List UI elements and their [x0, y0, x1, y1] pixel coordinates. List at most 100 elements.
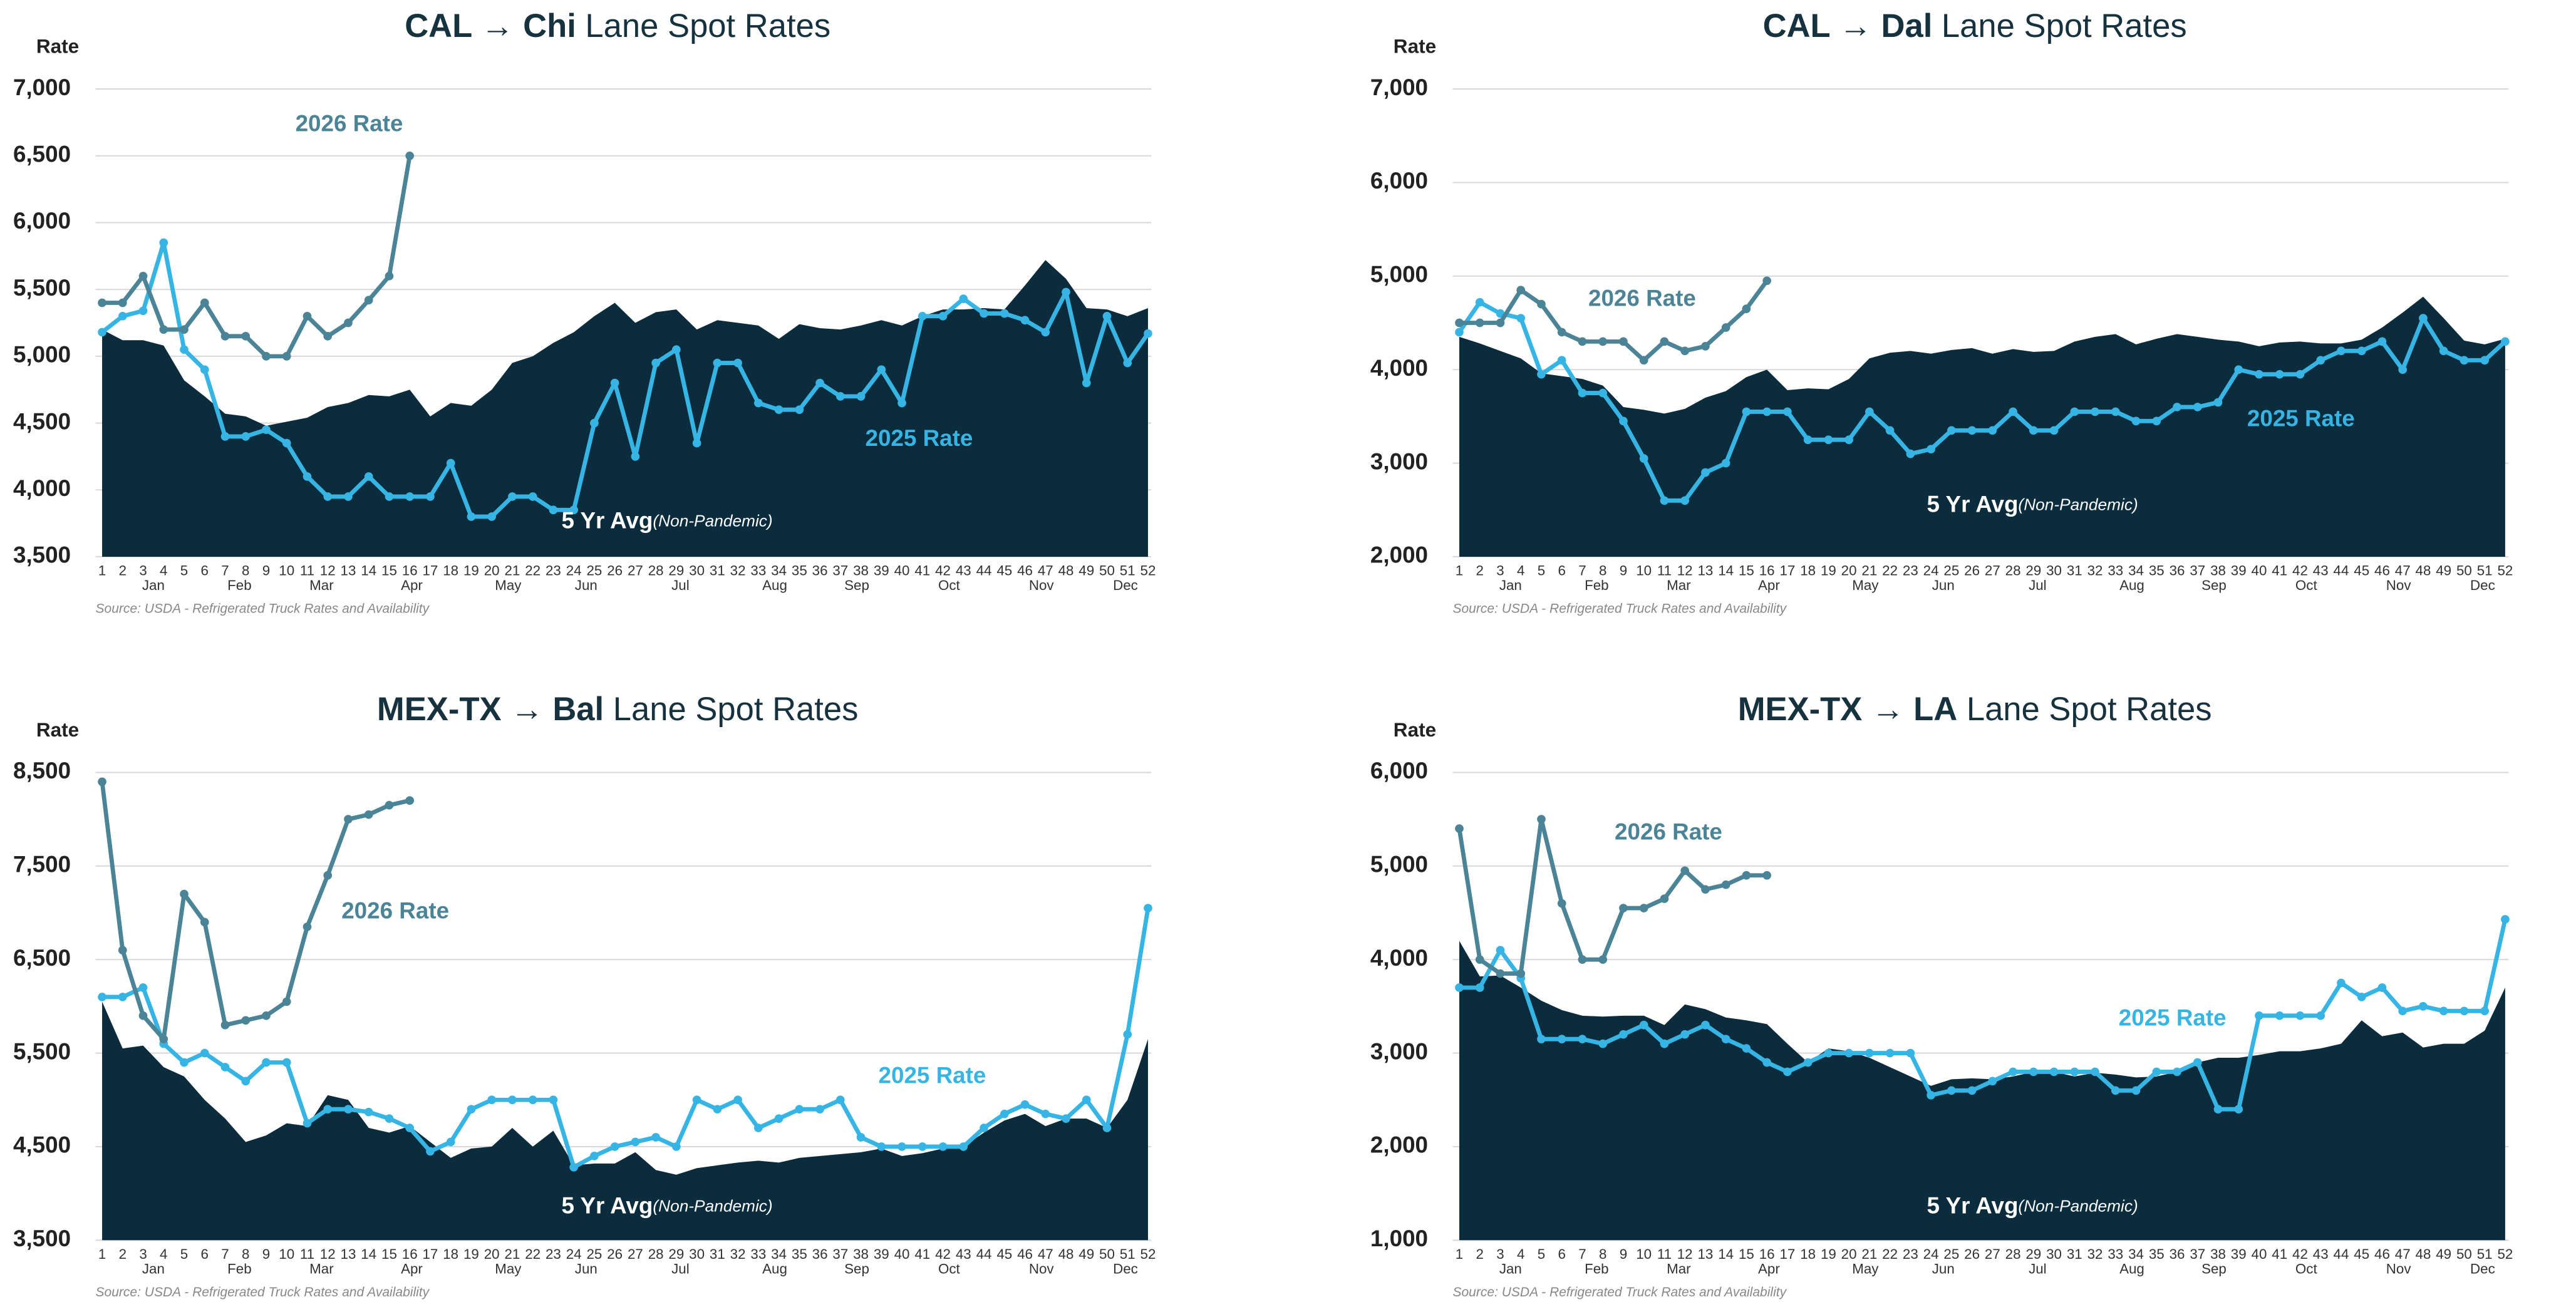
x-tick-label: 44 [2334, 563, 2349, 579]
point [1578, 955, 1587, 964]
month-label: Oct [938, 1261, 961, 1277]
point [1639, 1020, 1648, 1030]
series-label: 2025 Rate [879, 1063, 986, 1088]
point [446, 458, 455, 468]
x-tick-label: 51 [2477, 1246, 2493, 1262]
point [631, 1137, 640, 1147]
x-tick-label: 20 [484, 563, 500, 579]
x-tick-label: 10 [1636, 1246, 1652, 1262]
point [1557, 1035, 1566, 1043]
x-tick-label: 43 [956, 563, 971, 579]
x-tick-label: 11 [300, 1246, 314, 1262]
x-tick-label: 17 [1779, 563, 1795, 579]
point [1742, 1044, 1751, 1053]
x-tick-label: 13 [1697, 563, 1713, 579]
x-tick-label: 38 [2210, 1246, 2226, 1262]
point [1144, 329, 1152, 338]
x-tick-label: 19 [463, 563, 479, 579]
point [1041, 328, 1050, 337]
x-tick-label: 45 [2354, 563, 2369, 579]
x-tick-label: 8 [1599, 1246, 1606, 1262]
point [2091, 407, 2099, 416]
x-tick-label: 3 [1496, 1246, 1504, 1262]
y-tick-label: 5,000 [1370, 262, 1428, 287]
x-tick-label: 48 [1058, 563, 1074, 579]
x-tick-label: 27 [1985, 563, 2000, 579]
x-tick-label: 39 [2231, 563, 2247, 579]
point [1906, 449, 1915, 458]
point [364, 472, 373, 481]
point [2439, 1006, 2448, 1016]
point [733, 358, 742, 368]
x-tick-label: 7 [1578, 563, 1586, 579]
x-tick-label: 26 [1964, 563, 1980, 579]
x-tick-label: 21 [1861, 1246, 1877, 1262]
x-tick-label: 21 [504, 563, 520, 579]
x-tick-label: 29 [668, 563, 684, 579]
x-tick-label: 47 [2395, 1246, 2411, 1262]
x-tick-label: 14 [361, 1246, 376, 1262]
point [98, 328, 106, 337]
point [1927, 445, 1935, 454]
x-tick-label: 39 [874, 1246, 889, 1262]
x-tick-label: 28 [2005, 563, 2021, 579]
point [1062, 1114, 1070, 1123]
x-tick-label: 36 [812, 563, 828, 579]
avg-name: 5 Yr Avg [561, 1192, 653, 1218]
point [651, 1133, 660, 1142]
x-tick-label: 34 [2128, 1246, 2144, 1262]
point [1496, 318, 1505, 328]
point [2316, 356, 2325, 365]
y-tick-label: 1,000 [1370, 1226, 1428, 1251]
x-tick-label: 19 [1821, 563, 1836, 579]
point [1680, 1030, 1690, 1039]
month-label: Aug [762, 577, 787, 593]
title-bold: MEX-TX → LA [1738, 691, 1958, 728]
x-tick-label: 50 [1099, 563, 1115, 579]
point [2111, 1086, 2120, 1095]
point [1660, 496, 1669, 505]
point [959, 1142, 968, 1151]
point [528, 492, 537, 501]
x-tick-label: 12 [320, 1246, 336, 1262]
month-label: Nov [2386, 1261, 2412, 1277]
point [631, 452, 640, 461]
point [1783, 407, 1792, 416]
source-note: Source: USDA - Refrigerated Truck Rates … [96, 602, 430, 616]
point [364, 810, 373, 819]
point [2029, 1067, 2038, 1077]
month-label: Nov [1029, 1261, 1055, 1277]
point [1123, 1030, 1132, 1039]
avg-name: 5 Yr Avg [1927, 491, 2019, 517]
y-tick-label: 7,000 [1370, 75, 1428, 100]
month-label: Apr [1758, 577, 1780, 593]
point [2419, 1002, 2428, 1011]
point [2316, 1011, 2325, 1020]
x-tick-label: 15 [1739, 563, 1754, 579]
y-tick-label: 2,000 [1370, 1132, 1428, 1158]
point [877, 365, 886, 375]
point [2173, 1067, 2181, 1077]
x-tick-label: 6 [201, 1246, 209, 1262]
title-bold: CAL → Chi [405, 8, 576, 44]
month-label: Feb [227, 577, 252, 593]
x-tick-label: 35 [792, 563, 807, 579]
avg-note: (Non-Pandemic) [2018, 1197, 2138, 1216]
point [159, 1035, 168, 1043]
month-label: Jan [142, 1261, 165, 1277]
month-label: May [495, 1261, 522, 1277]
point [508, 1095, 517, 1105]
x-tick-label: 31 [2067, 1246, 2082, 1262]
x-tick-label: 49 [2436, 1246, 2451, 1262]
source-note: Source: USDA - Refrigerated Truck Rates … [1452, 1285, 1787, 1299]
series-label: 2026 Rate [1588, 285, 1696, 311]
x-tick-label: 16 [1759, 563, 1775, 579]
point [282, 997, 291, 1006]
x-tick-label: 30 [689, 1246, 705, 1262]
point [2398, 365, 2408, 375]
x-tick-label: 13 [341, 563, 356, 579]
title-rest: Lane Spot Rates [1932, 8, 2186, 44]
x-tick-label: 50 [1099, 1246, 1115, 1262]
x-tick-label: 37 [2190, 1246, 2205, 1262]
x-tick-label: 26 [607, 563, 623, 579]
